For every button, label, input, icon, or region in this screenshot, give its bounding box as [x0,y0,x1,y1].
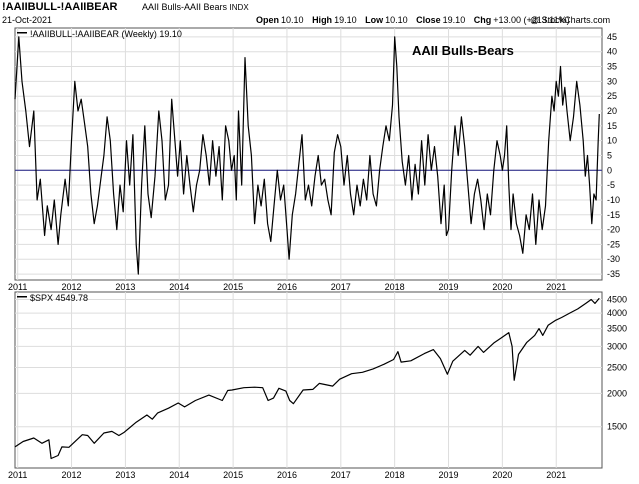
x-tick-label: 2018 [385,470,405,480]
brand-logo: @ StockCharts.com [530,15,611,25]
y-tick-label: -20 [607,225,620,235]
close-value: 19.10 [442,15,466,25]
y-tick-label: 20 [607,106,617,116]
series-line-top [14,36,600,275]
y-tick-label: -5 [607,180,615,190]
legend-label-top: !AAIIBULL-!AAIIBEAR (Weekly) 19.10 [30,29,182,39]
y-tick-label: 45 [607,32,617,42]
chart-description: AAII Bulls-AAII Bears INDX [142,2,249,12]
legend-swatch-bottom [17,296,27,298]
x-tick-label: 2020 [492,470,512,480]
panel-frame-bottom [14,291,603,469]
y-tick-label: -15 [607,210,620,220]
series-line-bottom [14,297,600,460]
x-tick-label: 2017 [331,282,351,292]
y-tick-label: -35 [607,269,620,279]
x-tick-label: 2011 [8,282,27,292]
y-tick-label: 0 [607,165,612,175]
chg-value: +13.00 (+213.11%) [493,15,570,25]
legend-swatch-top [17,32,27,34]
panel-frame-top [14,27,603,281]
y-tick-label: 4000 [607,308,627,318]
y-tick-label: 25 [607,91,617,101]
y-tick-label: 35 [607,62,617,72]
y-tick-label: 4500 [607,294,627,304]
high-value: 19.10 [334,15,357,25]
x-tick-label: 2011 [8,470,27,480]
x-tick-label: 2020 [492,282,512,292]
y-tick-label: 5 [607,150,612,160]
exchange-label: INDX [229,3,249,12]
y-tick-label: -25 [607,239,620,249]
close-label: Close [416,15,441,25]
y-tick-label: 2000 [607,388,627,398]
x-tick-label: 2016 [277,470,297,480]
description-text: AAII Bulls-AAII Bears [142,2,228,12]
x-tick-label: 2016 [277,282,297,292]
quote-bar: Open 10.10 High 19.10 Low 10.10 Close 19.10 … [256,15,576,25]
y-tick-label: 30 [607,76,617,86]
x-tick-label: 2015 [223,470,243,480]
open-value: 10.10 [281,15,304,25]
y-tick-label: 2500 [607,363,627,373]
x-tick-label: 2021 [546,470,566,480]
y-tick-label: 1500 [607,422,627,432]
x-tick-label: 2017 [331,470,351,480]
x-tick-label: 2013 [115,470,135,480]
x-tick-label: 2015 [223,282,243,292]
x-tick-label: 2019 [439,282,459,292]
chart-date: 21-Oct-2021 [2,15,53,25]
x-tick-label: 2021 [546,282,566,292]
x-tick-label: 2014 [169,470,189,480]
x-tick-label: 2013 [115,282,135,292]
high-label: High [312,15,333,25]
open-label: Open [256,15,280,25]
x-tick-label: 2012 [62,470,82,480]
y-tick-label: 10 [607,136,617,146]
low-label: Low [365,15,384,25]
y-tick-label: 3500 [607,324,627,334]
y-tick-label: -10 [607,195,620,205]
chg-label: Chg [473,15,492,25]
y-tick-label: 3000 [607,341,627,351]
x-tick-label: 2018 [385,282,405,292]
y-tick-label: 15 [607,121,617,131]
legend-label-bottom: $SPX 4549.78 [30,293,88,303]
y-tick-label: 40 [607,47,617,57]
x-tick-label: 2014 [169,282,189,292]
x-tick-label: 2019 [439,470,459,480]
x-tick-label: 2012 [62,282,82,292]
chart-annotation: AAII Bulls-Bears [412,43,514,58]
chart-symbol: !AAIIBULL-!AAIIBEAR [2,1,118,13]
low-value: 10.10 [385,15,408,25]
y-tick-label: -30 [607,254,620,264]
